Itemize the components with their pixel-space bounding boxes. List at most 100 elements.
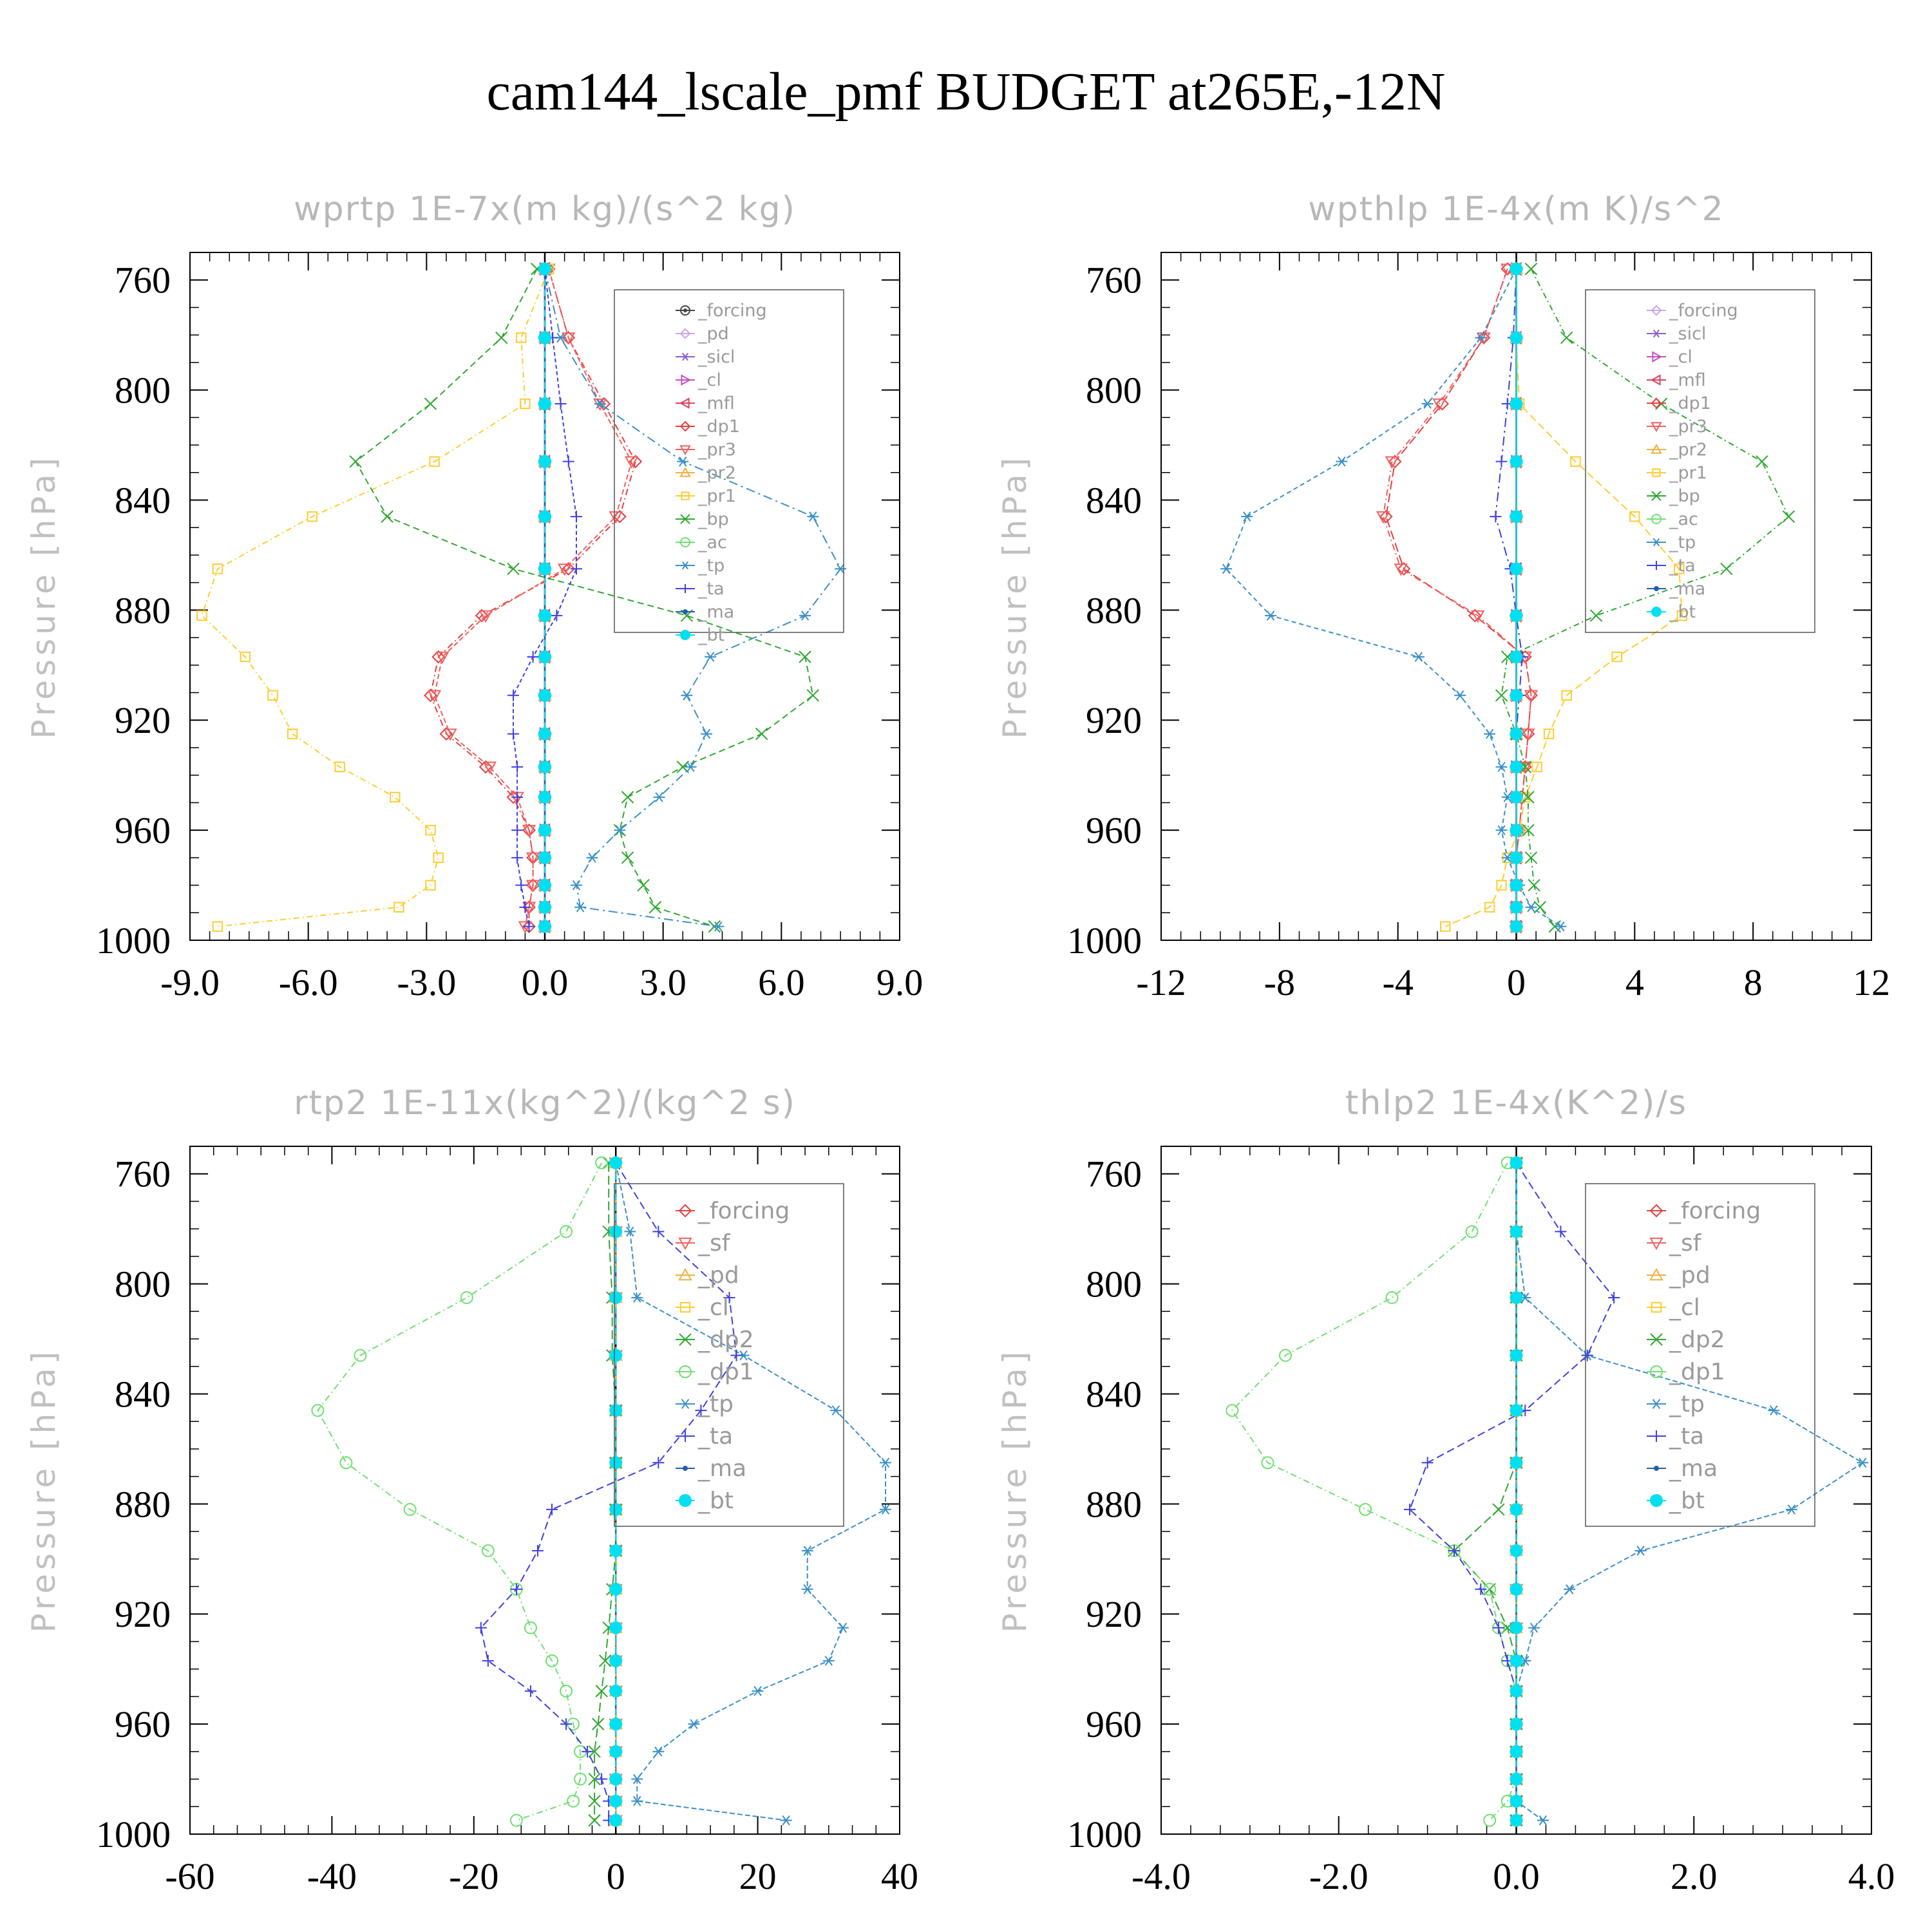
data-point	[511, 824, 524, 837]
data-point	[478, 610, 493, 623]
legend-entry: _mfl	[676, 393, 735, 413]
legend-label: _mfl	[697, 393, 735, 413]
legend-entry: _cl	[676, 370, 721, 390]
data-point	[1484, 902, 1495, 913]
data-point	[1676, 610, 1688, 621]
y-tick-label: 800	[1086, 1264, 1142, 1305]
data-point	[1421, 399, 1434, 409]
legend-entry: _pr2	[676, 463, 736, 483]
figure-title: cam144_lscale_pmf BUDGET at265E,-12N	[486, 62, 1445, 122]
data-point	[570, 563, 582, 575]
data-point	[1495, 455, 1508, 468]
legend-entry: _sicl	[676, 347, 735, 367]
legend-marker	[1651, 1302, 1662, 1313]
x-tick-label: 0	[1507, 961, 1526, 1003]
data-point	[835, 564, 847, 574]
data-point	[1581, 1349, 1593, 1361]
data-point	[560, 1718, 573, 1730]
y-tick-label: 920	[115, 699, 171, 741]
data-point	[510, 1583, 522, 1595]
data-point	[1555, 921, 1567, 932]
legend-marker	[679, 1302, 691, 1313]
series-line	[354, 269, 814, 927]
data-point	[631, 1774, 643, 1785]
data-point	[1611, 651, 1622, 663]
x-tick-label: -4.0	[1132, 1855, 1191, 1897]
legend-label: _pr2	[1669, 440, 1707, 460]
data-point	[519, 901, 531, 913]
legend-entry: _bp	[676, 509, 729, 529]
legend-entry: _ma	[676, 1455, 746, 1482]
data-point	[1510, 824, 1523, 837]
legend-label: _sicl	[1669, 324, 1706, 344]
data-point	[482, 761, 497, 774]
legend-entry: _pd	[676, 324, 729, 344]
data-point	[429, 456, 440, 467]
legend-marker	[1652, 468, 1661, 477]
data-point	[1261, 1456, 1274, 1470]
legend-entry: _ta	[1647, 1423, 1704, 1450]
legend-entry: _mfl	[1647, 370, 1706, 390]
data-point	[621, 851, 634, 864]
legend: _forcing _sf _pd _cl _dp2 _dp1 _tp _ta _ma _bt	[614, 1183, 844, 1527]
data-point	[1510, 1621, 1523, 1634]
legend-marker	[1649, 1267, 1663, 1281]
legend-marker	[1650, 374, 1661, 386]
legend-entry: _forcing	[676, 301, 767, 321]
data-point	[538, 790, 551, 804]
data-point	[511, 791, 524, 803]
data-point	[1510, 1156, 1523, 1170]
data-point	[598, 1654, 612, 1667]
data-point	[507, 562, 520, 575]
legend-label: _ta	[697, 579, 724, 599]
data-point	[554, 397, 567, 410]
data-point	[685, 762, 697, 772]
legend-entry: _pr3	[676, 440, 736, 460]
data-point	[1421, 1457, 1434, 1469]
data-point	[1510, 1225, 1523, 1238]
data-point	[695, 1405, 707, 1417]
data-point	[1510, 510, 1523, 524]
legend-marker	[680, 537, 690, 547]
legend-entry: _dp2	[1647, 1327, 1725, 1353]
data-point	[567, 1794, 580, 1808]
legend-marker	[679, 1333, 692, 1346]
series-line	[1444, 269, 1683, 927]
legend-label: _ma	[697, 602, 734, 622]
data-point	[482, 1654, 494, 1667]
data-point	[730, 1349, 743, 1361]
legend-entry: _bt	[676, 625, 724, 645]
x-tick-label: 20	[739, 1855, 777, 1897]
x-tick-label: -60	[165, 1855, 214, 1897]
x-tick-label: -40	[307, 1855, 357, 1897]
data-point	[1496, 880, 1507, 891]
chart-panel-3: rtp2 1E-11x(kg^2)/(kg^2 s) Pressure [hPa]…	[25, 1084, 918, 1897]
plot-frame	[189, 1146, 900, 1835]
data-point	[879, 1457, 891, 1468]
data-point	[443, 728, 457, 741]
data-point	[1521, 728, 1535, 741]
data-point	[560, 1225, 573, 1238]
data-point	[538, 609, 551, 622]
legend-label: _pr2	[697, 463, 736, 483]
data-point	[1226, 1404, 1239, 1417]
data-point	[1510, 1291, 1523, 1304]
data-point	[1483, 1814, 1497, 1827]
legend-marker	[1652, 561, 1661, 570]
chart-panel-1: wprtp 1E-7x(m kg)/(s^2 kg) Pressure [hPa]…	[25, 190, 923, 1003]
legend-entry: _pr1	[1647, 463, 1707, 483]
data-point	[1510, 760, 1523, 773]
data-point	[609, 1544, 623, 1557]
legend-label: _pd	[697, 324, 729, 344]
data-point	[1510, 1654, 1523, 1667]
data-point	[339, 1456, 353, 1470]
data-point	[524, 1621, 537, 1634]
data-point	[591, 1718, 605, 1730]
legend-label: _ac	[697, 533, 727, 553]
data-point	[538, 824, 551, 837]
data-point	[1524, 851, 1538, 864]
x-tick-label: -8	[1264, 961, 1295, 1003]
data-point	[609, 1621, 623, 1634]
data-point	[1510, 1349, 1523, 1362]
